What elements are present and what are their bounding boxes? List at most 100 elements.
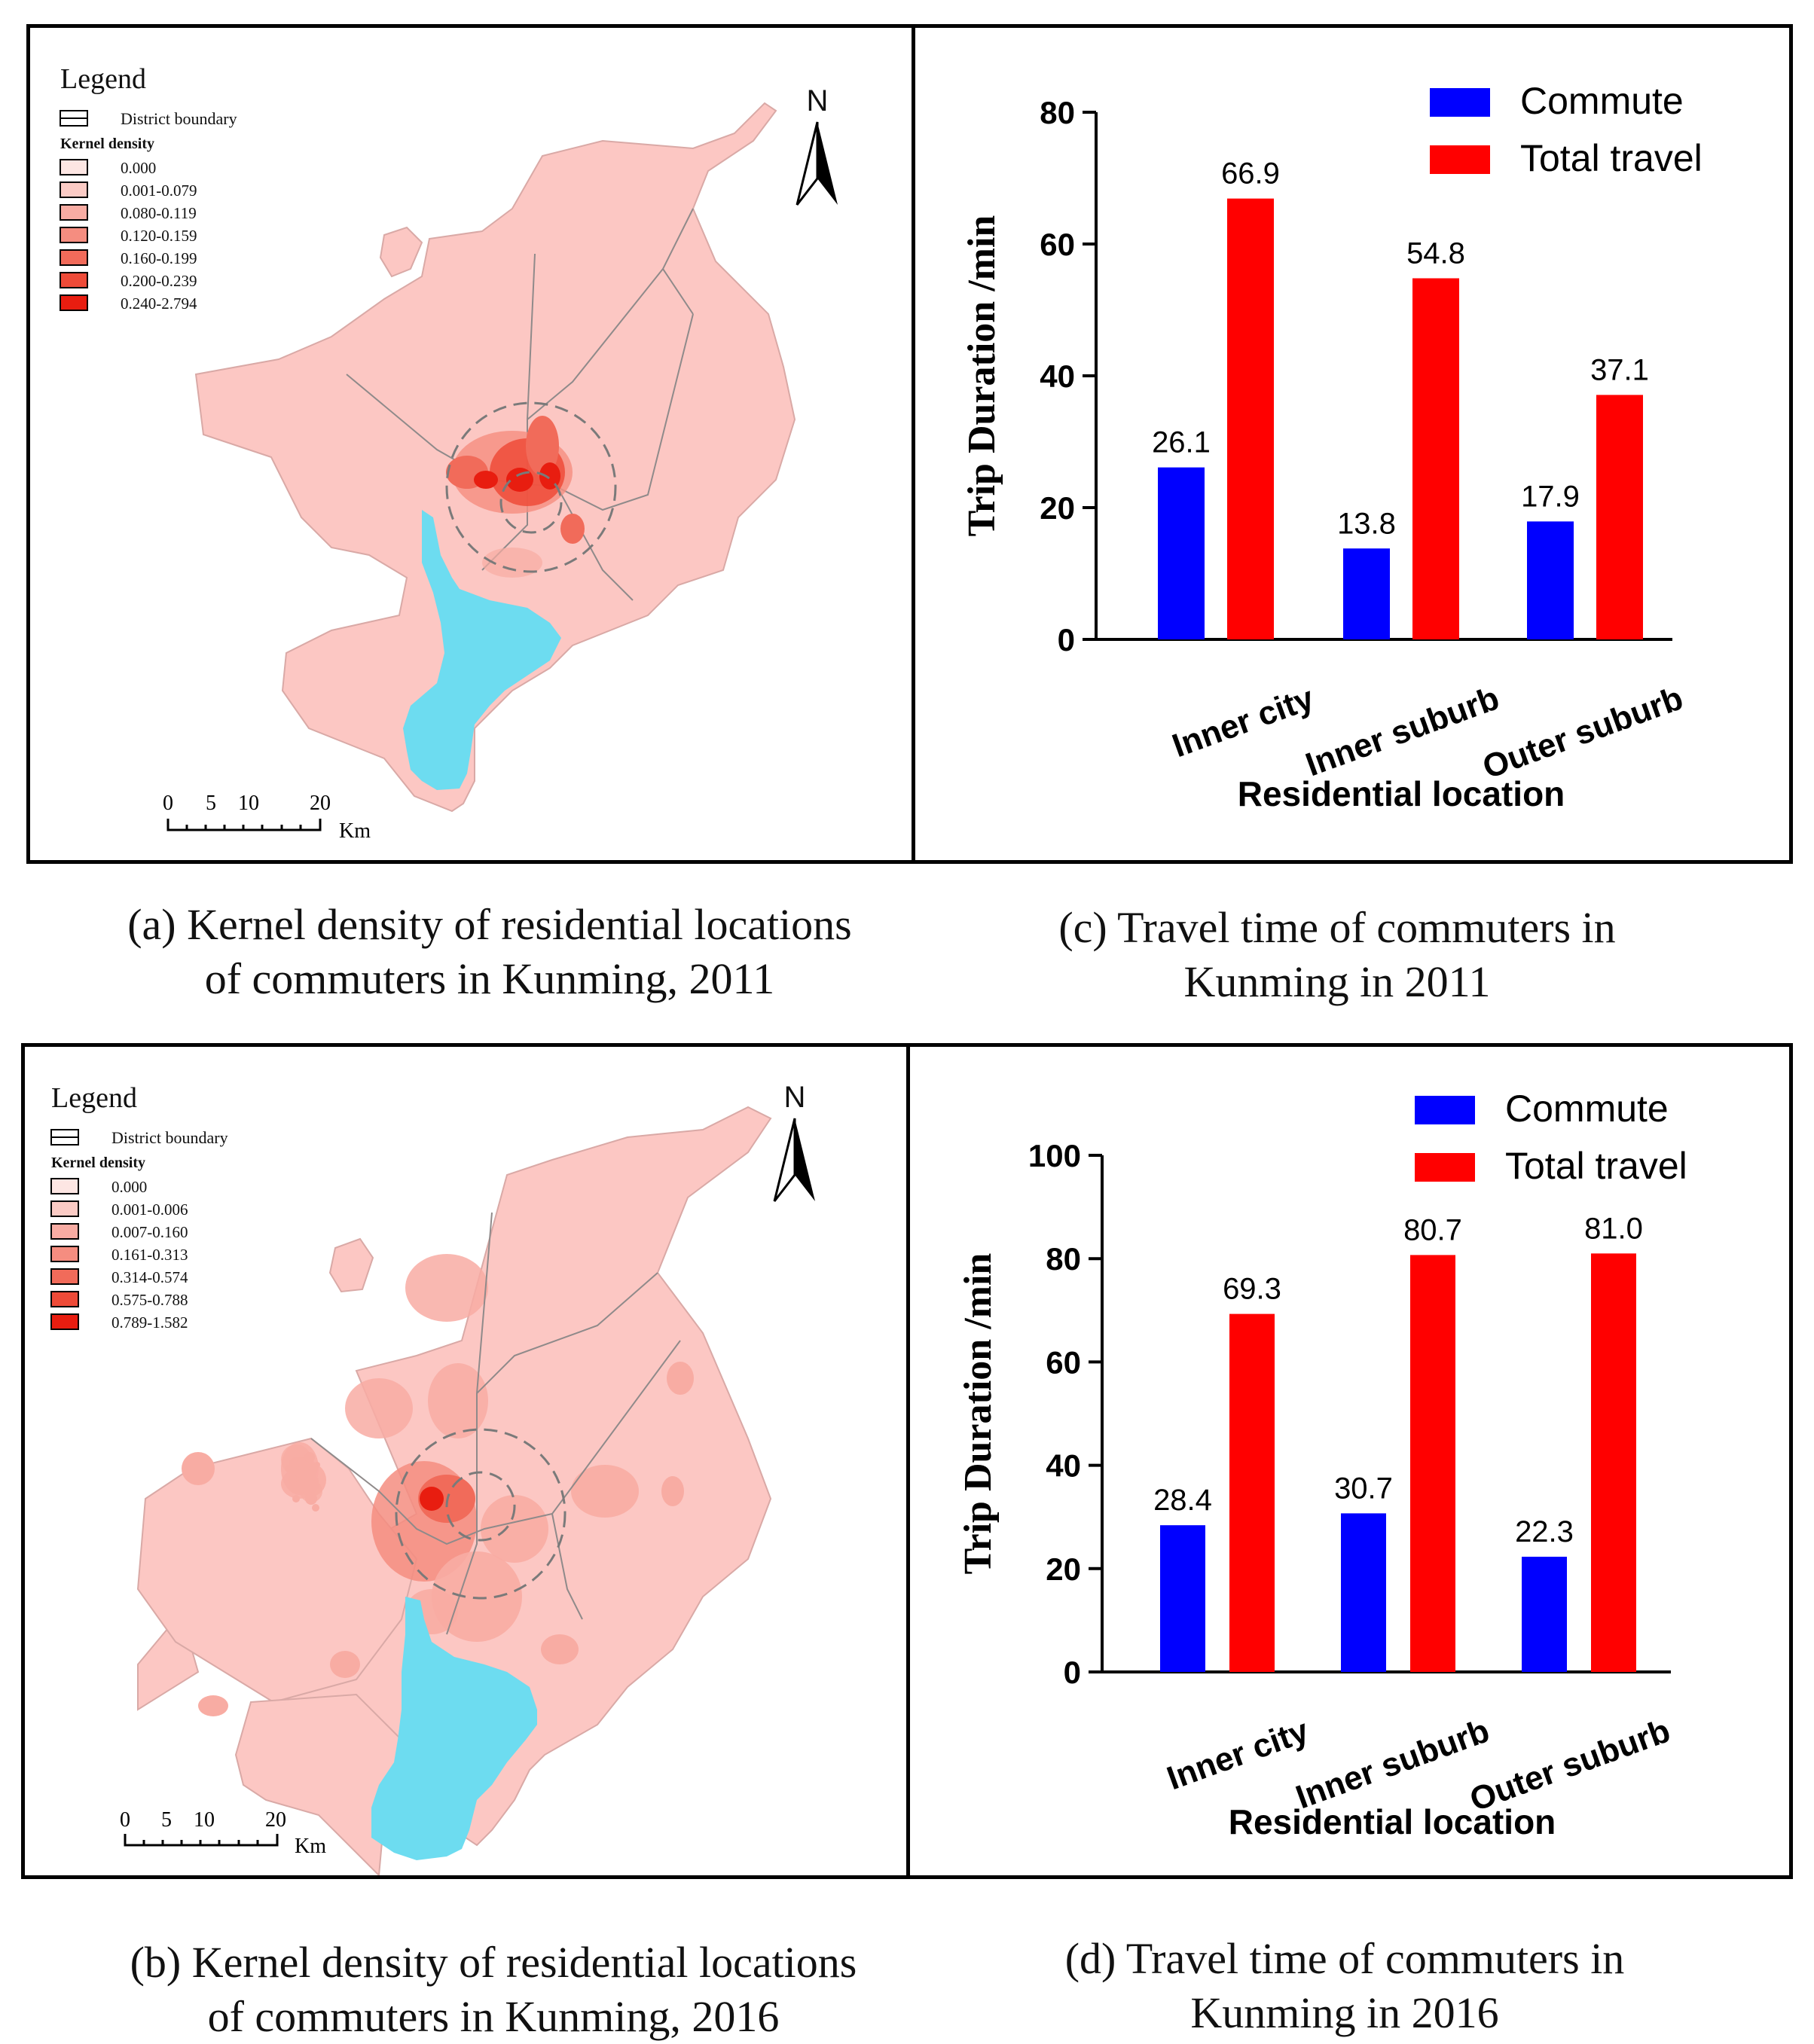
lake-dianchi-2016 (371, 1597, 537, 1860)
density-blobs-2016 (182, 1254, 694, 1716)
legend-swatch-0 (1430, 88, 1490, 117)
chart-panel-2011: 0 20 40 60 80 Trip Duration /min 26.1 66.9 Inner… (912, 24, 1793, 864)
map-legend-2011: Legend District boundary Kernel density … (60, 63, 237, 313)
north-arrow-icon: N (796, 84, 838, 206)
density-class-label-1: 0.001-0.006 (111, 1200, 188, 1219)
travel-time-chart-2016: 0 20 40 60 80 100 Trip Duration /min 28.4 69.3 In… (957, 1088, 1687, 1841)
density-swatch-6 (50, 1313, 79, 1330)
density-class-label-0: 0.000 (121, 159, 156, 177)
island-2011 (379, 226, 423, 278)
kernel-density-map-2011: Legend District boundary Kernel density … (60, 63, 838, 843)
density-class-label-6: 0.789-1.582 (111, 1313, 188, 1332)
scale-unit: Km (295, 1835, 326, 1858)
legend-title: Legend (51, 1082, 137, 1114)
density-swatch-3 (50, 1246, 79, 1262)
total-travel-bar-0 (1227, 198, 1274, 639)
y-tick-label: 80 (1040, 95, 1075, 130)
density-swatch-0 (60, 159, 88, 175)
category-label-2: Outer suburb (1478, 679, 1688, 786)
category-label-1: Inner suburb (1301, 679, 1504, 783)
commute-bar-2 (1522, 1557, 1567, 1672)
density-class-label-3: 0.120-0.159 (121, 227, 197, 245)
scale-tick-0: 0 (163, 792, 173, 815)
total-travel-bar-1 (1410, 1255, 1455, 1672)
scale-unit: Km (339, 819, 371, 843)
y-axis-label: Trip Duration /min (957, 1253, 1000, 1575)
core-circles-2011 (445, 401, 617, 573)
category-label-0: Inner city (1168, 679, 1319, 764)
commute-bar-0 (1158, 467, 1205, 639)
value-label: 28.4 (1153, 1484, 1212, 1517)
map-panel-2016: Legend District boundary Kernel density … (21, 1043, 914, 1879)
density-swatch-4 (60, 249, 88, 266)
total-travel-bar-0 (1229, 1313, 1275, 1672)
boundary-label: District boundary (111, 1128, 228, 1147)
density-swatch-1 (60, 182, 88, 198)
y-tick-label: 60 (1046, 1344, 1081, 1380)
value-label: 81.0 (1584, 1212, 1643, 1245)
density-class-label-2: 0.007-0.160 (111, 1223, 188, 1241)
district-lines-2016 (310, 1212, 681, 1635)
legend-label-1: Total travel (1520, 137, 1703, 179)
density-class-label-6: 0.240-2.794 (121, 294, 197, 313)
density-class-label-0: 0.000 (111, 1178, 147, 1196)
density-class-label-1: 0.001-0.079 (121, 182, 197, 200)
north-label: N (807, 84, 829, 117)
density-swatch-4 (50, 1268, 79, 1285)
y-tick-label: 0 (1058, 622, 1075, 657)
density-swatch-3 (60, 227, 88, 243)
density-class-label-2: 0.080-0.119 (121, 204, 197, 222)
density-class-label-4: 0.314-0.574 (111, 1268, 188, 1286)
caption-c: (c) Travel time of commuters in Kunming i… (1058, 903, 1616, 1006)
value-label: 66.9 (1221, 157, 1280, 191)
y-tick-label: 20 (1040, 490, 1075, 526)
category-label-0: Inner city (1162, 1712, 1314, 1797)
scale-tick-10: 10 (194, 1808, 215, 1832)
y-tick-label: 100 (1028, 1138, 1081, 1173)
scale-tick-5: 5 (206, 792, 216, 815)
value-label: 54.8 (1406, 237, 1465, 270)
density-swatch-5 (50, 1291, 79, 1307)
density-class-label-5: 0.575-0.788 (111, 1291, 188, 1309)
scale-bar-2011: 0 5 10 20 Km (163, 792, 371, 843)
density-swatch-0 (50, 1178, 79, 1194)
y-tick-label: 40 (1040, 358, 1075, 394)
scale-tick-20: 20 (310, 792, 331, 815)
scale-bar-2016: 0 5 10 20 Km (120, 1808, 326, 1858)
value-label: 30.7 (1334, 1472, 1393, 1505)
commute-bar-0 (1160, 1525, 1205, 1672)
y-axis-label: Trip Duration /min (960, 215, 1003, 537)
travel-time-chart-2011: 0 20 40 60 80 Trip Duration /min 26.1 66.9 Inner… (960, 80, 1703, 813)
value-label: 80.7 (1403, 1213, 1462, 1246)
north-arrow-icon: N (773, 1081, 815, 1202)
legend-swatch-1 (1430, 145, 1490, 174)
legend-swatch-0 (1415, 1096, 1475, 1124)
legend-label-0: Commute (1505, 1088, 1669, 1130)
commute-bar-1 (1343, 548, 1390, 639)
legend-label-1: Total travel (1505, 1145, 1687, 1187)
density-title: Kernel density (60, 136, 154, 152)
commute-bar-1 (1341, 1513, 1386, 1672)
scale-tick-0: 0 (120, 1808, 130, 1832)
legend-title: Legend (60, 63, 146, 95)
total-travel-bar-2 (1596, 395, 1643, 639)
lake-dianchi-2011 (403, 510, 561, 790)
map-legend-2016: Legend District boundary Kernel density … (50, 1082, 228, 1332)
density-swatch-1 (50, 1200, 79, 1217)
x-axis-label: Residential location (1229, 1802, 1556, 1841)
category-label-1: Inner suburb (1291, 1712, 1494, 1816)
density-swatch-2 (50, 1223, 79, 1240)
density-title: Kernel density (51, 1155, 145, 1171)
value-label: 26.1 (1152, 426, 1211, 459)
value-label: 17.9 (1521, 480, 1580, 513)
kernel-density-map-2016: Legend District boundary Kernel density … (50, 1081, 815, 1878)
caption-a: (a) Kernel density of residential locati… (127, 900, 852, 1003)
y-tick-label: 40 (1046, 1448, 1081, 1484)
density-class-label-4: 0.160-0.199 (121, 249, 197, 267)
total-travel-bar-1 (1412, 278, 1459, 639)
chart-panel-2016: 0 20 40 60 80 100 Trip Duration /min 28.4 69.3 In… (906, 1043, 1793, 1879)
caption-d: (d) Travel time of commuters in Kunming i… (1064, 1934, 1625, 2037)
legend-swatch-1 (1415, 1153, 1475, 1182)
density-swatch-6 (60, 294, 88, 311)
value-label: 69.3 (1223, 1273, 1281, 1306)
